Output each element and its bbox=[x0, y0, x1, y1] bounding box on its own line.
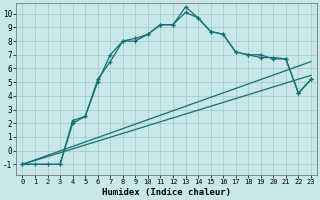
X-axis label: Humidex (Indice chaleur): Humidex (Indice chaleur) bbox=[102, 188, 231, 197]
